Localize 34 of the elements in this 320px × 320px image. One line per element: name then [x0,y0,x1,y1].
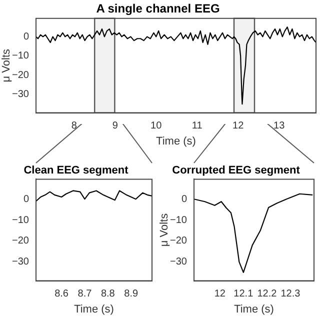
x-axis-title: Time (s) [74,303,114,316]
x-tick-label: 12.1 [234,288,254,300]
x-tick-label: 8 [71,120,78,132]
chart-title: Clean EEG segment [24,164,129,177]
x-tick-label: 8.8 [100,288,116,300]
x-tick-label: 12 [214,288,226,300]
y-tick-label: −30 [12,89,30,100]
x-tick-label: 8.7 [78,288,92,300]
chart-title: A single channel EEG [96,2,220,16]
y-tick-label: −20 [12,70,30,81]
x-tick-label: 10 [150,120,162,132]
x-tick-label: 13 [274,120,286,132]
x-tick-label: 11 [192,120,203,132]
x-tick-label: 8.9 [124,288,139,300]
y-tick-label: −10 [12,214,30,226]
x-tick-label: 12.3 [280,288,301,300]
x-tick-label: 12.2 [257,288,278,300]
x-tick-label: 9 [112,120,118,132]
y-tick-label: −20 [12,236,30,247]
x-tick-label: 12 [232,120,244,132]
x-axis-title: Time (s) [234,303,274,316]
y-axis-title: μ Volts [0,48,13,82]
y-tick-label: 0 [23,31,30,42]
y-tick-label: −30 [170,256,188,268]
x-tick-label: 8.6 [54,288,69,300]
y-tick-label: −10 [12,50,30,62]
y-tick-label: −10 [170,214,188,226]
y-axis-title: μ Volts [158,212,171,247]
y-tick-label: 0 [23,194,30,205]
y-tick-label: −20 [170,236,188,247]
x-axis-title: Time (s) [156,135,196,148]
chart-title: Corrupted EEG segment [172,164,300,177]
y-tick-label: 0 [181,194,188,205]
y-tick-label: −30 [12,256,30,268]
